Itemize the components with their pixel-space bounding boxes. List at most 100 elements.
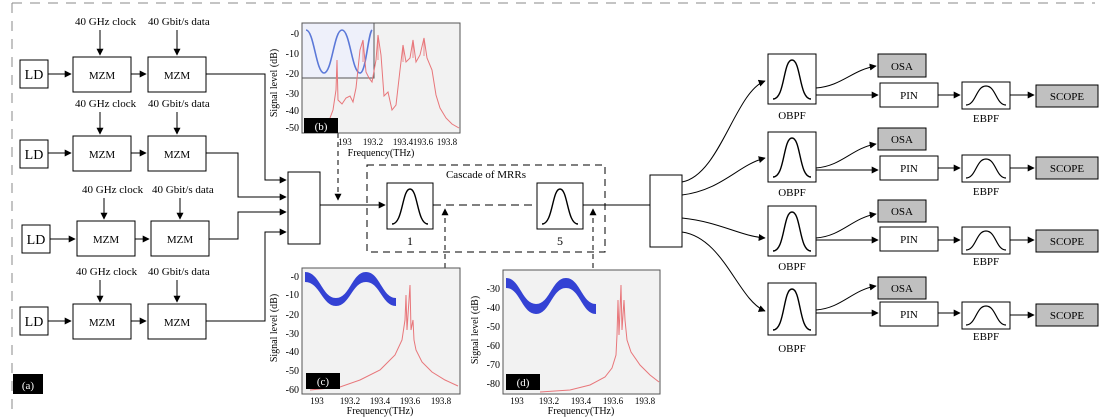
panel-label-box bbox=[506, 374, 540, 390]
scope-box bbox=[1035, 156, 1099, 180]
xtick: 193.8 bbox=[635, 396, 656, 406]
optical-filter-label: OBPF bbox=[778, 343, 806, 355]
connector bbox=[681, 156, 766, 196]
electrical-filter-label: EBPF bbox=[973, 186, 999, 198]
eye-diagram bbox=[506, 278, 596, 314]
panel-label: (d) bbox=[517, 377, 530, 389]
ytick: -30 bbox=[286, 329, 299, 340]
optical-filter-label: OBPF bbox=[778, 110, 806, 122]
xtick: 193 bbox=[338, 137, 352, 147]
optical-filter-box bbox=[767, 282, 817, 336]
modulator-box bbox=[72, 135, 132, 172]
data-label: 40 Gbit/s data bbox=[148, 266, 210, 278]
modulator-box bbox=[147, 303, 207, 340]
scope-label: SCOPE bbox=[1050, 310, 1085, 322]
spectrum-trace bbox=[362, 38, 425, 62]
connector bbox=[815, 211, 877, 239]
cascade-title: Cascade of MRRs bbox=[446, 169, 526, 181]
xtick: 193.6 bbox=[400, 396, 421, 406]
osa-label: OSA bbox=[891, 283, 913, 295]
modulator-box bbox=[72, 303, 132, 340]
modulator-label: MZM bbox=[164, 317, 191, 329]
ytick: -30 bbox=[286, 89, 299, 100]
ytick: -20 bbox=[286, 69, 299, 80]
inset-b: (b) -0 -10 -20 -30 -40 -50 193 193.2 193… bbox=[269, 22, 461, 159]
optical-filter-box bbox=[767, 205, 817, 257]
figure-label-box bbox=[13, 374, 43, 394]
laser-label: LD bbox=[25, 68, 44, 83]
connector bbox=[815, 63, 877, 89]
data-label: 40 Gbit/s data bbox=[148, 98, 210, 110]
clock-label: 40 GHz clock bbox=[75, 98, 137, 110]
ytick: -50 bbox=[487, 322, 500, 333]
laser-label: LD bbox=[27, 233, 46, 248]
electrical-filter-label: EBPF bbox=[973, 331, 999, 343]
cascade-boundary bbox=[366, 164, 606, 253]
optical-filter-label: OBPF bbox=[778, 261, 806, 273]
laser-label: LD bbox=[25, 315, 44, 330]
modulator-label: MZM bbox=[164, 70, 191, 82]
optical-filter-box bbox=[767, 53, 817, 105]
ytick: -40 bbox=[487, 303, 500, 314]
panel-label: (b) bbox=[315, 121, 328, 133]
optical-filter-box bbox=[767, 131, 817, 183]
inset-d: (d) -30 -40 -50 -60 -70 -80 193 193.2 19… bbox=[470, 269, 661, 417]
xtick: 193.6 bbox=[413, 137, 434, 147]
modulator-label: MZM bbox=[89, 317, 116, 329]
osa-label: OSA bbox=[891, 206, 913, 218]
scope-label: SCOPE bbox=[1050, 236, 1085, 248]
filter-response-icon bbox=[772, 137, 812, 178]
panel-frame bbox=[11, 2, 1095, 414]
photodiode-label: PIN bbox=[900, 90, 918, 102]
receiver-1: OBPF OSA PIN EBPF SCOPE bbox=[767, 53, 1099, 125]
ytick: -80 bbox=[487, 379, 500, 390]
modulator-label: MZM bbox=[93, 234, 120, 246]
filter-response-icon bbox=[965, 230, 1007, 251]
ytick: -0 bbox=[291, 272, 299, 283]
ytick: -20 bbox=[286, 310, 299, 321]
scope-box bbox=[1035, 229, 1099, 253]
xtick: 193 bbox=[510, 396, 524, 406]
xlabel: Frequency(THz) bbox=[347, 406, 414, 417]
laser-label: LD bbox=[25, 148, 44, 163]
photodiode-box bbox=[879, 82, 939, 108]
filter-response-icon bbox=[965, 85, 1007, 106]
mrr-filter-box bbox=[386, 182, 434, 230]
xtick: 193 bbox=[310, 396, 324, 406]
scope-box bbox=[1035, 303, 1099, 327]
ytick: -70 bbox=[487, 360, 500, 371]
xtick: 193.4 bbox=[393, 137, 414, 147]
osa-label: OSA bbox=[891, 134, 913, 146]
ytick: -40 bbox=[286, 106, 299, 117]
ytick: -60 bbox=[487, 341, 500, 352]
filter-response-inset bbox=[301, 22, 375, 79]
clock-label: 40 GHz clock bbox=[75, 16, 137, 28]
transmitter-2: 40 GHz clock 40 Gbit/s data LD MZM MZM bbox=[19, 98, 210, 172]
spectrum-trace bbox=[309, 284, 459, 391]
connector bbox=[815, 283, 877, 311]
scope-label: SCOPE bbox=[1050, 91, 1085, 103]
data-label: 40 Gbit/s data bbox=[152, 184, 214, 196]
data-label: 40 Gbit/s data bbox=[148, 16, 210, 28]
ytick: -50 bbox=[286, 123, 299, 134]
receiver-3: OBPF OSA PIN EBPF SCOPE bbox=[767, 199, 1099, 273]
connector bbox=[206, 73, 287, 184]
osa-label: OSA bbox=[891, 61, 913, 73]
eye-diagram bbox=[305, 272, 396, 306]
demultiplexer bbox=[649, 174, 683, 248]
receiver-4: OBPF OSA PIN EBPF SCOPE bbox=[767, 276, 1099, 355]
plot-area bbox=[502, 269, 661, 395]
osa-box bbox=[877, 199, 927, 223]
laser-box bbox=[19, 59, 49, 89]
connector bbox=[681, 217, 766, 241]
xtick: 193.6 bbox=[603, 396, 624, 406]
xtick: 193.2 bbox=[539, 396, 559, 406]
filter-response-icon bbox=[772, 211, 812, 252]
connector bbox=[681, 79, 766, 183]
connector bbox=[206, 152, 287, 201]
figure-label: (a) bbox=[22, 380, 35, 392]
ytick: -50 bbox=[286, 366, 299, 377]
xtick: 193.4 bbox=[571, 396, 592, 406]
scope-box bbox=[1035, 84, 1099, 108]
